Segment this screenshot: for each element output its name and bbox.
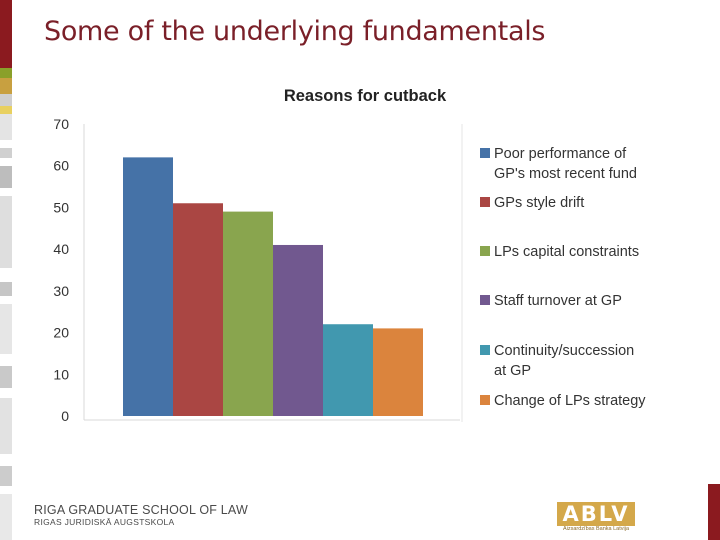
bars	[123, 157, 423, 416]
strip-light-gray	[0, 94, 12, 106]
bar-2	[173, 203, 223, 416]
strip-yellow	[0, 106, 12, 114]
ablv-logo-letters: ABLV	[557, 502, 635, 526]
bar-1	[123, 157, 173, 416]
y-tick-label: 0	[61, 408, 69, 424]
right-decor-mark	[708, 484, 720, 540]
y-axis-ticks: 0 10 20 30 40 50 60 70	[53, 116, 69, 424]
bar-3	[223, 211, 273, 416]
legend-swatch-4	[480, 295, 490, 305]
ablv-logo-subtitle: Aizsardzības Banka Latvija	[562, 526, 630, 532]
strip-gray-6	[0, 304, 12, 354]
y-tick-label: 30	[53, 283, 69, 299]
y-tick-label: 50	[53, 199, 69, 215]
strip-dark-red	[0, 0, 12, 68]
legend-label-6: Change of LPs strategy	[494, 393, 646, 409]
bar-4	[273, 244, 323, 416]
legend-swatch-1	[480, 148, 490, 158]
legend-swatch-2	[480, 197, 490, 207]
legend-swatch-5	[480, 345, 490, 355]
legend-label-2: GPs style drift	[494, 195, 584, 211]
school-name: RIGA GRADUATE SCHOOL OF LAW	[34, 503, 248, 517]
legend-swatch-6	[480, 395, 490, 405]
school-name-latvian: RIGAS JURIDISKĀ AUGSTSKOLA	[34, 517, 175, 527]
y-tick-label: 60	[53, 158, 69, 174]
y-tick-label: 20	[53, 325, 69, 341]
footer-school: RIGA GRADUATE SCHOOL OF LAW RIGAS JURIDI…	[34, 503, 248, 528]
strip-gray-1	[0, 114, 12, 140]
y-tick-label: 70	[53, 116, 69, 132]
legend-label-4: Staff turnover at GP	[494, 293, 622, 309]
strip-gray-7	[0, 366, 12, 388]
strip-gray-3	[0, 166, 12, 188]
strip-gray-2	[0, 148, 12, 158]
strip-gray-4	[0, 196, 12, 268]
legend-label-1: Poor performance of GP's most recent fund	[494, 146, 637, 182]
bar-6	[373, 328, 423, 416]
strip-gray-8	[0, 398, 12, 454]
bar-5	[323, 324, 373, 416]
y-tick-label: 40	[53, 241, 69, 257]
legend-label-5: Continuity/succession at GP	[494, 343, 634, 379]
ablv-logo: ABLV Aizsardzības Banka Latvija	[557, 502, 635, 532]
slide-title: Some of the underlying fundamentals	[44, 16, 546, 47]
left-decor-strip	[0, 0, 12, 540]
strip-olive	[0, 68, 12, 78]
y-tick-label: 10	[53, 366, 69, 382]
strip-gray-10	[0, 494, 12, 540]
strip-gray-5	[0, 282, 12, 296]
chart-title: Reasons for cutback	[284, 87, 447, 105]
strip-gray-9	[0, 466, 12, 486]
strip-gold	[0, 78, 12, 94]
legend: Poor performance of GP's most recent fund…	[480, 146, 646, 409]
legend-swatch-3	[480, 246, 490, 256]
legend-label-3: LPs capital constraints	[494, 244, 639, 260]
